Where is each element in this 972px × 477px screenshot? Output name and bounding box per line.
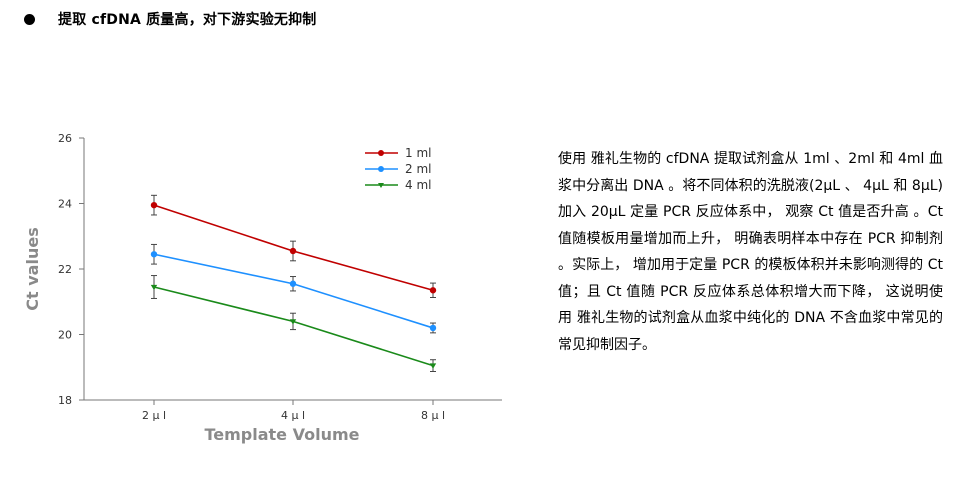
- data-point: [150, 284, 158, 291]
- heading-bullet: 提取 cfDNA 质量高，对下游实验无抑制: [24, 9, 317, 29]
- data-point: [429, 363, 437, 369]
- legend-item: 1 ml: [365, 146, 431, 160]
- data-point: [429, 324, 437, 332]
- data-point: [429, 287, 437, 294]
- data-point: [289, 319, 297, 325]
- y-tick-label: 20: [58, 329, 72, 342]
- heading-text: 提取 cfDNA 质量高，对下游实验无抑制: [58, 12, 317, 28]
- y-tick-label: 22: [58, 263, 72, 276]
- y-tick-label: 26: [58, 132, 72, 145]
- x-tick-label: 2 μ l: [142, 409, 166, 422]
- data-point: [378, 183, 384, 188]
- legend-item: 4 ml: [365, 178, 431, 192]
- data-point: [289, 280, 297, 287]
- data-point: [150, 251, 158, 258]
- legend: 1 ml 2 ml 4 ml: [365, 146, 431, 192]
- x-axis-title: Template Volume: [204, 425, 359, 444]
- x-tick-label: 8 μ l: [421, 409, 445, 422]
- legend-item: 2 ml: [365, 162, 431, 176]
- series-2-ml: [150, 243, 437, 334]
- description-paragraph: 使用 雅礼生物的 cfDNA 提取试剂盒从 1ml 、2ml 和 4ml 血浆中…: [558, 146, 943, 358]
- legend-label: 1 ml: [405, 146, 431, 160]
- bullet-icon: [24, 13, 35, 25]
- data-point: [378, 166, 384, 172]
- series-1-ml: [150, 194, 437, 298]
- description-text: 使用 雅礼生物的 cfDNA 提取试剂盒从 1ml 、2ml 和 4ml 血浆中…: [558, 151, 943, 353]
- ct-values-chart: 18 20 22 24 26 2 μ l 4 μ l 8 μ l Template Volume…: [23, 132, 502, 444]
- y-axis-title: Ct values: [23, 227, 42, 310]
- x-tick-label: 4 μ l: [281, 409, 305, 422]
- legend-label: 2 ml: [405, 162, 431, 176]
- data-point: [378, 150, 384, 156]
- y-tick-label: 18: [58, 394, 72, 407]
- series-4-ml: [150, 275, 437, 373]
- y-tick-label: 24: [58, 198, 72, 211]
- data-point: [289, 247, 297, 255]
- data-point: [150, 201, 158, 209]
- legend-label: 4 ml: [405, 178, 431, 192]
